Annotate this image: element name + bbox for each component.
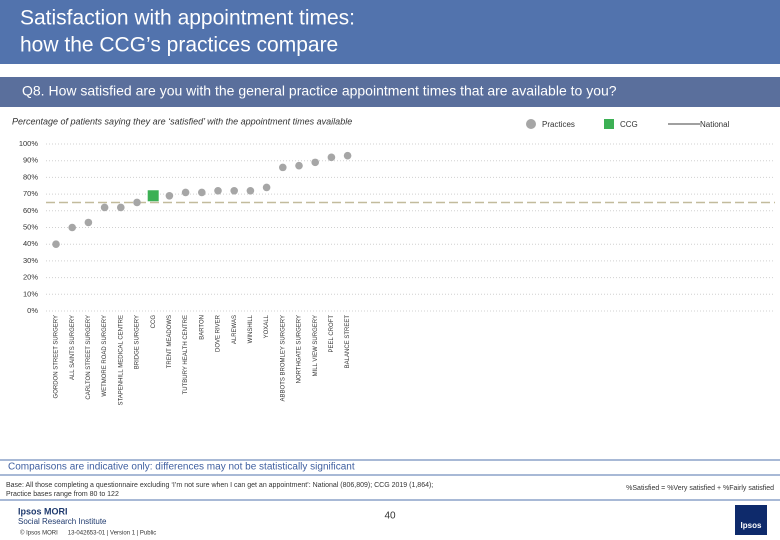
logo-text: Ipsos MORI xyxy=(18,506,68,516)
question: Q8. How satisfied are you with the gener… xyxy=(22,83,617,99)
y-tick-label: 0% xyxy=(27,306,38,315)
x-tick-label: YOXALL xyxy=(264,314,270,338)
y-tick-label: 50% xyxy=(23,222,38,231)
practice-point xyxy=(52,240,60,248)
x-tick-label: NORTHGATE SURGERY xyxy=(297,315,303,383)
y-tick-label: 20% xyxy=(23,273,38,282)
x-tick-label: CCG xyxy=(151,315,157,329)
ccg-point xyxy=(147,190,159,202)
practice-point xyxy=(311,158,320,167)
y-tick-label: 90% xyxy=(23,156,38,165)
legend-label: National xyxy=(700,120,730,129)
practice-point xyxy=(133,198,141,207)
y-tick-label: 30% xyxy=(23,256,38,265)
legend-label: Practices xyxy=(542,120,575,129)
legend-label: CCG xyxy=(620,120,638,129)
practice-point xyxy=(246,186,255,195)
page-number: 40 xyxy=(384,511,396,522)
practice-point xyxy=(279,163,287,172)
x-tick-label: ALREWAS xyxy=(232,315,238,344)
practice-point xyxy=(262,183,271,192)
title-line: Satisfaction with appointment times: xyxy=(20,7,355,30)
base-note: Base: All those completing a questionnai… xyxy=(6,482,433,489)
logo-box xyxy=(735,505,767,535)
title-band xyxy=(0,0,780,64)
copyright: © Ipsos MORI 13-042653-01 | Version 1 | … xyxy=(20,530,156,537)
x-tick-label: MILL VIEW SURGERY xyxy=(313,315,319,376)
x-tick-label: WINSHILL xyxy=(248,314,254,343)
x-tick-label: CARLTON STREET SURGERY xyxy=(86,315,92,400)
practice-point xyxy=(100,203,109,212)
practice-point xyxy=(198,188,206,197)
x-tick-label: ABBOTS BROMLEY SURGERY xyxy=(280,315,286,401)
practice-point xyxy=(84,218,93,227)
title-line: how the CCG’s practices compare xyxy=(20,34,338,57)
subtitle: Percentage of patients saying they are ‘… xyxy=(12,116,352,126)
practice-point xyxy=(327,153,336,162)
practice-point xyxy=(343,151,352,160)
x-tick-label: WETMORE ROAD SURGERY xyxy=(102,315,108,397)
x-tick-label: BARTON xyxy=(199,315,205,340)
practice-point xyxy=(230,186,238,195)
y-tick-label: 10% xyxy=(23,289,38,298)
practice-point xyxy=(117,203,125,212)
definition: %Satisfied = %Very satisfied + %Fairly s… xyxy=(626,485,774,492)
legend: Practices CCG National xyxy=(526,119,730,129)
x-tick-label: TRENT MEADOWS xyxy=(167,315,173,368)
y-tick-label: 100% xyxy=(19,139,39,148)
practice-point xyxy=(68,223,76,232)
legend-swatch xyxy=(604,119,614,129)
practice-point xyxy=(165,191,174,200)
x-tick-label: BRIDGE SURGERY xyxy=(135,315,141,369)
logo-mark: Ipsos xyxy=(741,521,762,530)
x-tick-label: PEEL CROFT xyxy=(329,315,335,353)
practice-point xyxy=(214,186,222,195)
x-tick-label: DOVE RIVER xyxy=(216,314,222,352)
x-tick-label: STAPENHILL MEDICAL CENTRE xyxy=(118,315,124,405)
y-tick-label: 80% xyxy=(23,172,38,181)
y-tick-label: 40% xyxy=(23,239,38,248)
practice-point xyxy=(295,161,303,170)
y-tick-label: 60% xyxy=(23,206,38,215)
practice-point xyxy=(181,188,190,197)
x-tick-label: BALANCE STREET xyxy=(345,315,351,369)
question-band xyxy=(0,77,780,107)
x-tick-label: TUTBURY HEALTH CENTRE xyxy=(183,315,189,394)
logo-text: Social Research Institute xyxy=(18,517,107,526)
plot: 0% 10% 20% 30% 40% 50% 60% 70% 80% 90% 100% GORDON … xyxy=(19,139,775,405)
caveat: Comparisons are indicative only: differe… xyxy=(8,462,355,473)
x-tick-label: GORDON STREET SURGERY xyxy=(54,315,60,398)
x-tick-label: ALL SAINTS SURGERY xyxy=(70,315,76,380)
legend-swatch xyxy=(526,119,536,129)
base-note: Practice bases range from 80 to 122 xyxy=(6,491,119,498)
y-tick-label: 70% xyxy=(23,189,38,198)
